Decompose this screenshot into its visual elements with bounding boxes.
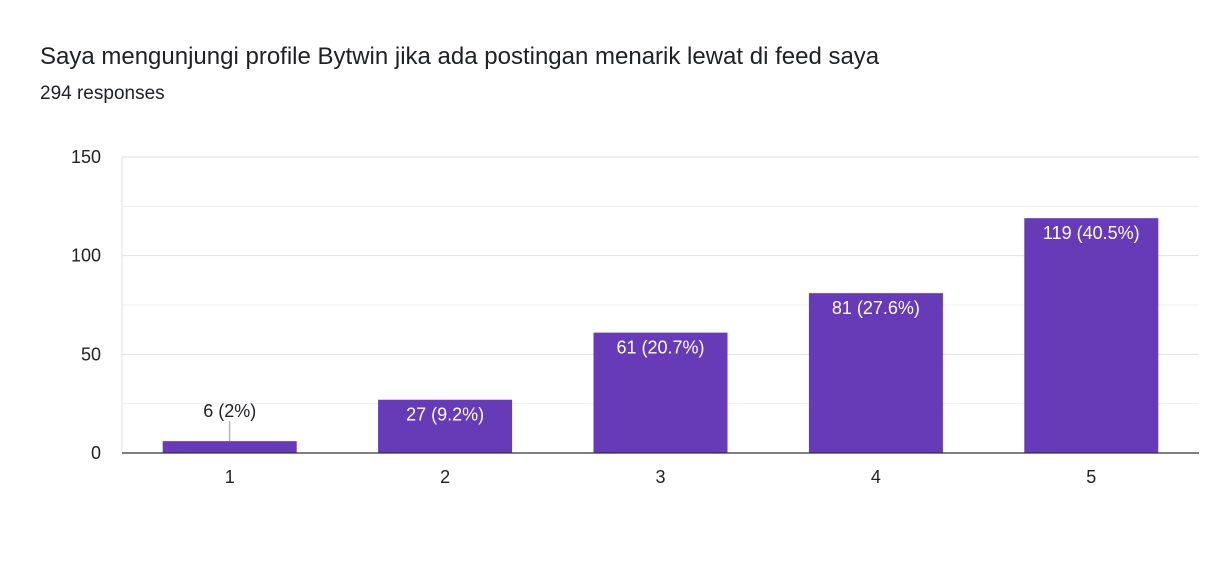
bar-data-label: 61 (20.7%) — [616, 338, 704, 358]
y-tick-label: 100 — [71, 246, 101, 266]
response-count: 294 responses — [40, 83, 165, 104]
bar — [1024, 218, 1159, 453]
bar — [162, 441, 297, 453]
x-tick-label: 4 — [871, 467, 881, 487]
bar-data-label: 27 (9.2%) — [406, 405, 484, 425]
x-tick-label: 2 — [440, 467, 450, 487]
bar-data-label: 6 (2%) — [203, 401, 256, 421]
chart-title: Saya mengunjungi profile Bytwin jika ada… — [40, 43, 880, 70]
y-tick-label: 0 — [91, 443, 101, 463]
y-tick-label: 150 — [71, 147, 101, 167]
bar — [593, 332, 728, 453]
y-tick-label: 50 — [81, 344, 101, 364]
x-tick-label: 1 — [225, 467, 235, 487]
bar-data-label: 119 (40.5%) — [1043, 223, 1140, 243]
x-tick-label: 5 — [1086, 467, 1096, 487]
bar — [808, 293, 943, 453]
bar-data-label: 81 (27.6%) — [832, 298, 920, 318]
x-tick-label: 3 — [655, 467, 665, 487]
bar — [378, 399, 513, 453]
